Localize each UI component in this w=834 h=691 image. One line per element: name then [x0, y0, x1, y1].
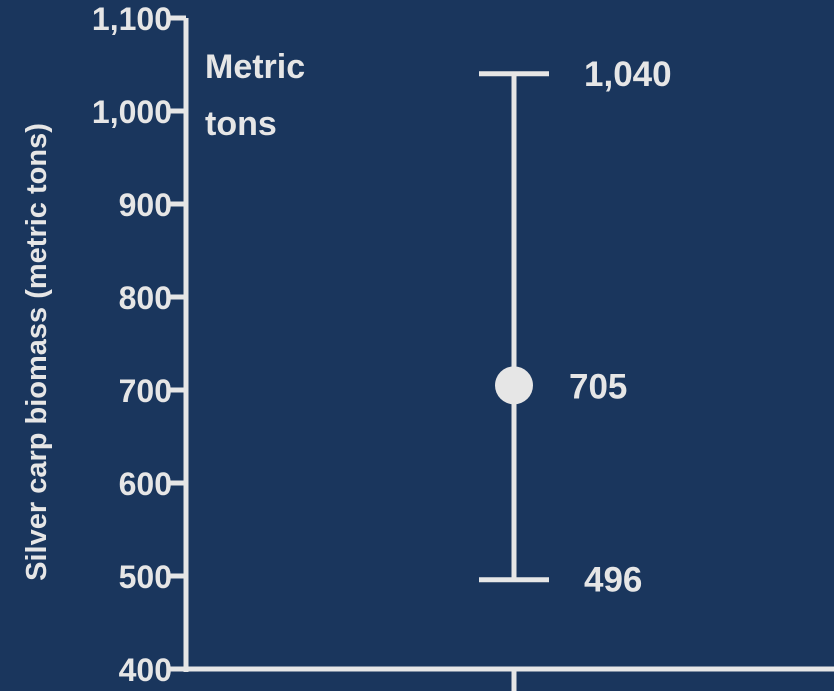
y-tick-label: 400 [119, 652, 172, 688]
y-tick-label: 1,000 [92, 94, 172, 130]
data-label-lower: 496 [584, 561, 642, 600]
y-ticks: 400 500 600 700 800 900 1,000 1,100 [92, 1, 186, 688]
y-axis-title: Silver carp biomass (metric tons) [21, 123, 53, 581]
y-tick-label: 600 [119, 466, 172, 502]
y-tick-label: 1,100 [92, 1, 172, 37]
y-tick-label: 500 [119, 559, 172, 595]
data-label-upper: 1,040 [584, 55, 672, 94]
unit-label-line2: tons [205, 105, 277, 143]
data-label-value: 705 [569, 367, 627, 406]
y-tick-label: 700 [119, 373, 172, 409]
y-tick-label: 800 [119, 280, 172, 316]
unit-label-line1: Metric [205, 48, 305, 86]
data-point [495, 366, 533, 405]
y-tick-label: 900 [119, 187, 172, 223]
